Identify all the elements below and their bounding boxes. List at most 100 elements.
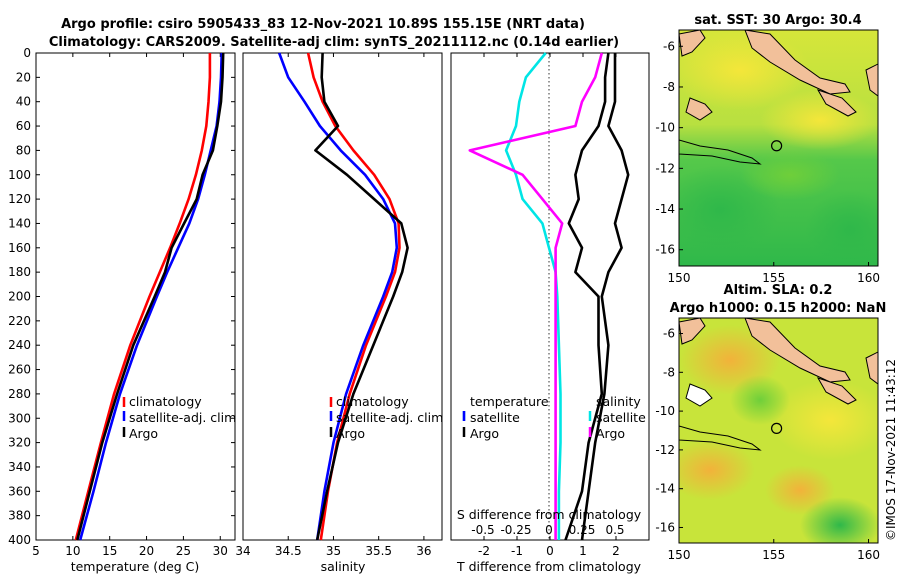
depth-tick-label: 320 <box>8 436 31 450</box>
x-tick-label: 34.5 <box>275 544 302 558</box>
x-tick-label: 35 <box>326 544 341 558</box>
x-tick-label: 15 <box>102 544 117 558</box>
land-mass <box>816 89 857 117</box>
x-tick-label: 0 <box>546 544 554 558</box>
depth-tick-label: 260 <box>8 363 31 377</box>
sst-map-frame <box>678 29 879 267</box>
series-line-satellite-adj-clim <box>277 52 399 541</box>
x-tick-label: 2 <box>612 544 620 558</box>
lat-tick-label: -14 <box>655 202 675 216</box>
depth-tick-label: 0 <box>23 46 31 60</box>
lat-tick-label: -8 <box>663 365 675 379</box>
x-tick-label: 25 <box>176 544 191 558</box>
s-tick-label: 0.25 <box>569 523 596 537</box>
depth-tick-label: 200 <box>8 290 31 304</box>
depth-tick-label: 400 <box>8 533 31 547</box>
sla-map-field <box>679 318 878 543</box>
t-difference-xlabel: T difference from climatology <box>456 559 642 574</box>
legend-label-satellite: satellite-adj. clim <box>336 410 443 425</box>
temperature-legend: climatology satellite-adj. clim Argo <box>122 394 236 441</box>
lat-tick-label: -14 <box>655 482 675 496</box>
coastline <box>679 425 762 451</box>
sst-map-title: sat. SST: 30 Argo: 30.4 <box>694 13 861 28</box>
depth-tick-label: 120 <box>8 192 31 206</box>
s-difference-ticks: -0.5 -0.25 0 0.25 0.5 <box>471 523 624 537</box>
sla-map-ticks: 150 155 160 -6 -8 -10 -12 -14 -16 <box>655 327 880 562</box>
sst-cool-patch <box>805 190 878 266</box>
temperature-panel: 0204060801001201401601802002202402602803… <box>8 46 649 574</box>
depth-tick-label: 340 <box>8 460 31 474</box>
lat-tick-label: -10 <box>655 121 675 135</box>
lat-tick-label: -6 <box>663 327 675 341</box>
lon-tick-label: 160 <box>857 548 880 562</box>
legend-label-s-argo: Argo <box>596 426 625 441</box>
legend-label-t-satellite: satellite <box>470 410 520 425</box>
depth-tick-label: 100 <box>8 168 31 182</box>
lon-tick-label: 155 <box>762 548 785 562</box>
depth-tick-label: 240 <box>8 338 31 352</box>
lat-tick-label: -16 <box>655 520 675 534</box>
series-line-climatology <box>306 52 401 541</box>
lat-tick-label: -12 <box>655 161 675 175</box>
legend-label-satellite: satellite-adj. clim <box>129 410 236 425</box>
difference-lines <box>468 52 630 541</box>
sla-map-frame <box>678 317 879 544</box>
depth-tick-label: 20 <box>16 70 31 84</box>
legend-label-s-satellite: satellite <box>596 410 646 425</box>
lon-tick-label: 155 <box>762 271 785 285</box>
depth-tick-label: 80 <box>16 143 31 157</box>
difference-axes-box <box>450 52 650 541</box>
sla-low-patch <box>730 375 790 425</box>
land-mass <box>679 318 706 345</box>
s-tick-label: 0.5 <box>605 523 624 537</box>
series-line-argo <box>314 52 409 541</box>
series-line-temperature-satellite <box>504 52 562 540</box>
sst-map-ticks: 150 155 160 -6 -8 -10 -12 -14 -16 <box>655 39 880 285</box>
s-tick-label: 0 <box>545 523 553 537</box>
legend-header-temperature: temperature <box>470 394 549 409</box>
series-line-salinity-satellite <box>468 52 604 540</box>
s-difference-label: S difference from climatology <box>457 507 642 522</box>
sla-map-title-line2: Argo h1000: 0.15 h2000: NaN <box>670 301 887 316</box>
depth-tick-label: 360 <box>8 484 31 498</box>
legend-label-t-argo: Argo <box>470 426 499 441</box>
legend-label-argo: Argo <box>129 426 158 441</box>
sla-high-patch <box>679 440 755 500</box>
argo-location-marker <box>771 422 783 434</box>
legend-label-argo: Argo <box>336 426 365 441</box>
temperature-xlabel: temperature (deg C) <box>71 559 200 574</box>
x-tick-label: 5 <box>32 544 40 558</box>
lon-tick-label: 150 <box>668 548 691 562</box>
land-mass <box>685 383 713 407</box>
depth-tick-label: 140 <box>8 216 31 230</box>
land-mass <box>865 63 878 97</box>
legend-label-climatology: climatology <box>336 394 409 409</box>
sla-map-title-line1: Altim. SLA: 0.2 <box>724 283 833 298</box>
sst-map-panel: sat. SST: 30 Argo: 30.4 150 155 160 -6 -8 -10… <box>655 13 880 285</box>
temperature-axes-box <box>35 52 236 541</box>
x-tick-label: 35.5 <box>365 544 392 558</box>
lon-tick-label: 160 <box>857 271 880 285</box>
salinity-lines <box>277 52 409 541</box>
x-tick-label: 36 <box>416 544 431 558</box>
coastline <box>679 139 762 165</box>
legend-label-climatology: climatology <box>129 394 202 409</box>
series-line-salinity-argo <box>580 53 630 541</box>
depth-tick-label: 180 <box>8 265 31 279</box>
depth-tick-label: 160 <box>8 241 31 255</box>
depth-tick-label: 60 <box>16 119 31 133</box>
land-mass <box>865 351 878 385</box>
sst-cool-patch <box>740 150 840 200</box>
land-mass <box>685 97 713 121</box>
land-mass <box>744 30 851 95</box>
sst-map-field <box>679 30 878 266</box>
land-mass <box>679 30 706 57</box>
depth-tick-label: 280 <box>8 387 31 401</box>
s-tick-label: -0.5 <box>471 523 494 537</box>
difference-legend: temperature satellite Argo salinity sate… <box>462 394 646 441</box>
salinity-axes-box <box>242 52 443 541</box>
land-mass <box>744 318 851 383</box>
depth-tick-label: 40 <box>16 95 31 109</box>
figure-title-line1: Argo profile: csiro 5905433_83 12-Nov-20… <box>61 17 585 32</box>
